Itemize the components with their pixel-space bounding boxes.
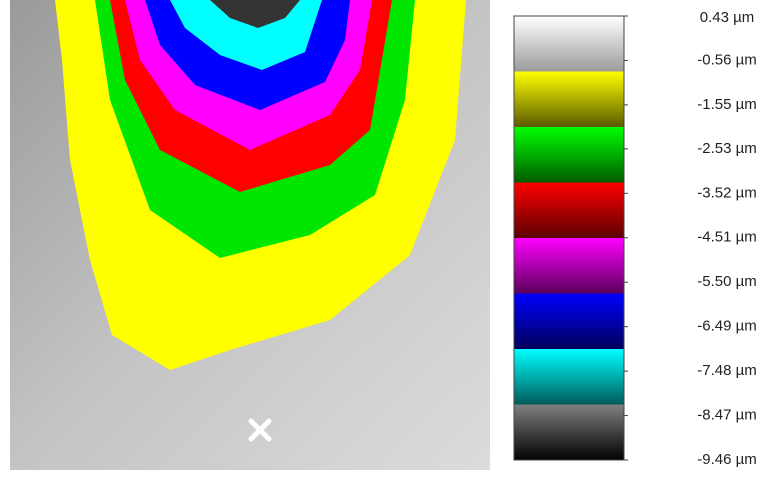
colorbar-segment	[514, 293, 624, 350]
marker-cross	[248, 418, 272, 442]
colorbar-tick-label: -1.55 µm	[697, 96, 757, 113]
colorbar-tick-label: 0.43 µm	[700, 9, 755, 26]
colorbar-segment	[514, 349, 624, 405]
colorbar-tick-label: -3.52 µm	[697, 184, 757, 201]
colorbar-segment	[514, 16, 624, 72]
colorbar	[514, 15, 628, 461]
colorbar-segment	[514, 71, 624, 128]
band-dark	[210, 0, 300, 28]
colorbar-tick-label: -2.53 µm	[697, 140, 757, 157]
colorbar-tick-label: -8.47 µm	[697, 407, 757, 424]
colorbar-segment	[514, 404, 624, 461]
colorbar-tick-label: -7.48 µm	[697, 362, 757, 379]
colorbar-tick-label: -9.46 µm	[697, 451, 757, 468]
colorbar-segment	[514, 238, 624, 294]
colorbar-tick-label: -0.56 µm	[697, 51, 757, 68]
colorbar-tick-label: -4.51 µm	[697, 229, 757, 246]
colorbar-tick-label: -5.50 µm	[697, 273, 757, 290]
colorbar-frame	[513, 15, 625, 461]
height-map	[10, 0, 490, 470]
colorbar-segment	[514, 182, 624, 239]
colorbar-tick-label: -6.49 µm	[697, 318, 757, 335]
colorbar-segment	[514, 127, 624, 183]
